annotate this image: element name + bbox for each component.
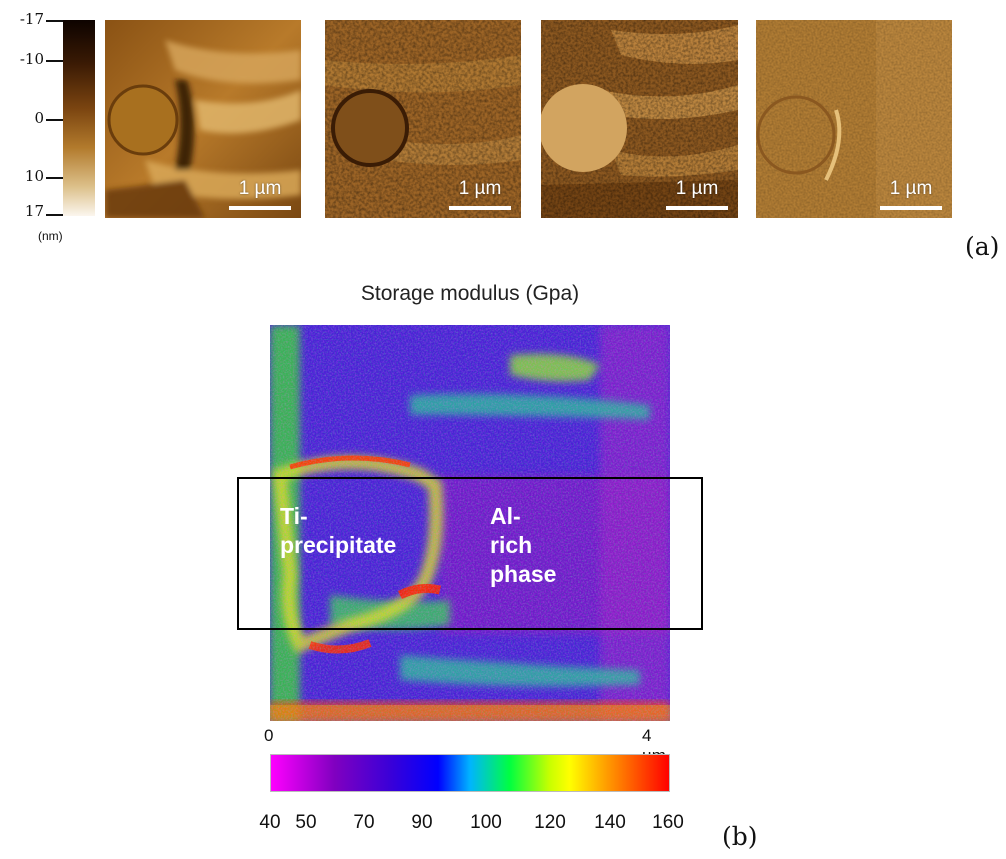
colorbar-tick-mark [46, 60, 63, 62]
colorbar-tick-label: 120 [534, 812, 566, 833]
colorbar-tick-mark [46, 119, 63, 121]
colorbar-tick-label: 50 [295, 812, 317, 833]
region-label-al-rich-phase: Al-rich phase [490, 503, 557, 587]
colorbar-tick-label: 40 [259, 812, 281, 833]
scale-bar-label: 1 µm [675, 178, 719, 199]
scale-bar-label: 1 µm [889, 178, 933, 199]
afm-phase-image: 1 µm [325, 20, 521, 218]
colorbar-tick-mark [46, 20, 63, 22]
modulus-colorbar [270, 754, 670, 792]
panel-label-b: (b) [722, 822, 758, 851]
map-title: Storage modulus (Gpa) [360, 282, 580, 305]
scale-bar [880, 206, 942, 210]
height-colorbar [63, 20, 95, 216]
panel-label-a: (a) [965, 232, 1000, 261]
scale-bar [666, 206, 728, 210]
scale-bar [449, 206, 511, 210]
colorbar-unit: (nm) [38, 229, 63, 243]
colorbar-tick-label: 0 [34, 109, 44, 127]
colorbar-tick-mark [46, 177, 63, 179]
scale-bar-label: 1 µm [238, 178, 282, 199]
colorbar-tick-label: 90 [411, 812, 433, 833]
colorbar-tick-mark [46, 214, 63, 216]
scale-bar [229, 206, 291, 210]
colorbar-tick-label: -10 [19, 50, 44, 68]
storage-modulus-map [270, 325, 670, 721]
colorbar-tick-label: 140 [594, 812, 626, 833]
colorbar-tick-label: 10 [24, 167, 44, 185]
colorbar-tick-label: 160 [652, 812, 684, 833]
afm-height-image: 1 µm [105, 20, 301, 218]
region-label-ti-precipitate: Ti- precipitate [280, 503, 397, 558]
scale-bar-label: 1 µm [458, 178, 502, 199]
region-of-interest-box [237, 477, 703, 630]
colorbar-tick-label: 70 [353, 812, 375, 833]
colorbar-tick-label: -17 [19, 10, 44, 28]
afm-contact-stiffness-image: 1 µm [541, 20, 738, 218]
axis-start-label: 0 [264, 726, 274, 745]
colorbar-tick-label: 100 [470, 812, 502, 833]
afm-loss-image: 1 µm [756, 20, 952, 218]
colorbar-tick-label: 17 [24, 202, 44, 220]
